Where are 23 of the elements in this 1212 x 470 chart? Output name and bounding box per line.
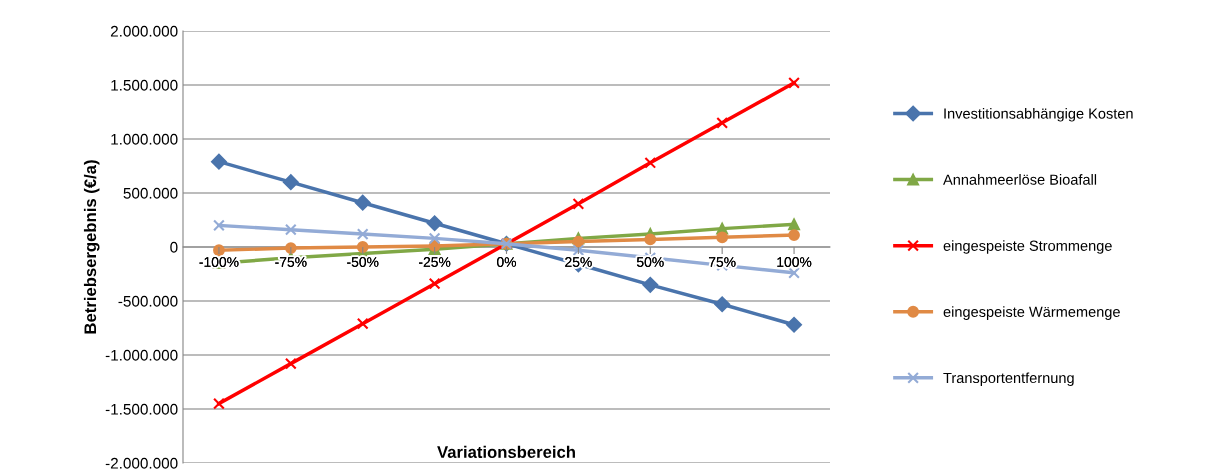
y-tick-label: 0 xyxy=(170,241,178,253)
legend-label: eingespeiste Strommenge xyxy=(943,240,1112,254)
legend-label: Investitionsabhängige Kosten xyxy=(944,108,1133,122)
x-tick-label: -50% xyxy=(347,257,379,267)
legend-label: eingespeiste Wärmemenge xyxy=(943,306,1120,320)
y-axis-title: Betriebsergebnis (€/a) xyxy=(83,160,100,334)
y-tick-label: 2.000.000 xyxy=(110,25,178,37)
y-tick-label: 1.000.000 xyxy=(111,133,178,145)
x-tick-label: 0% xyxy=(497,257,517,267)
y-tick-label: 500.000 xyxy=(123,187,178,199)
y-tick-label: -2.000.000 xyxy=(105,457,178,469)
x-tick-label: 75% xyxy=(708,257,736,267)
y-tick-label: -1.000.000 xyxy=(105,349,178,361)
x-tick-label: -25% xyxy=(419,257,451,267)
y-tick-label: -1.500.000 xyxy=(105,403,178,415)
legend-label: Transportentfernung xyxy=(943,372,1074,386)
y-tick-label: -500.000 xyxy=(118,295,178,307)
x-axis-title: Variationsbereich xyxy=(437,445,575,458)
legend-label: Annahmeerlöse Bioafall xyxy=(943,174,1097,185)
x-tick-label: 50% xyxy=(636,257,664,267)
y-tick-label: 1.500.000 xyxy=(111,79,178,91)
x-tick-label: 100% xyxy=(777,257,812,267)
x-tick-label: -75% xyxy=(275,257,307,267)
